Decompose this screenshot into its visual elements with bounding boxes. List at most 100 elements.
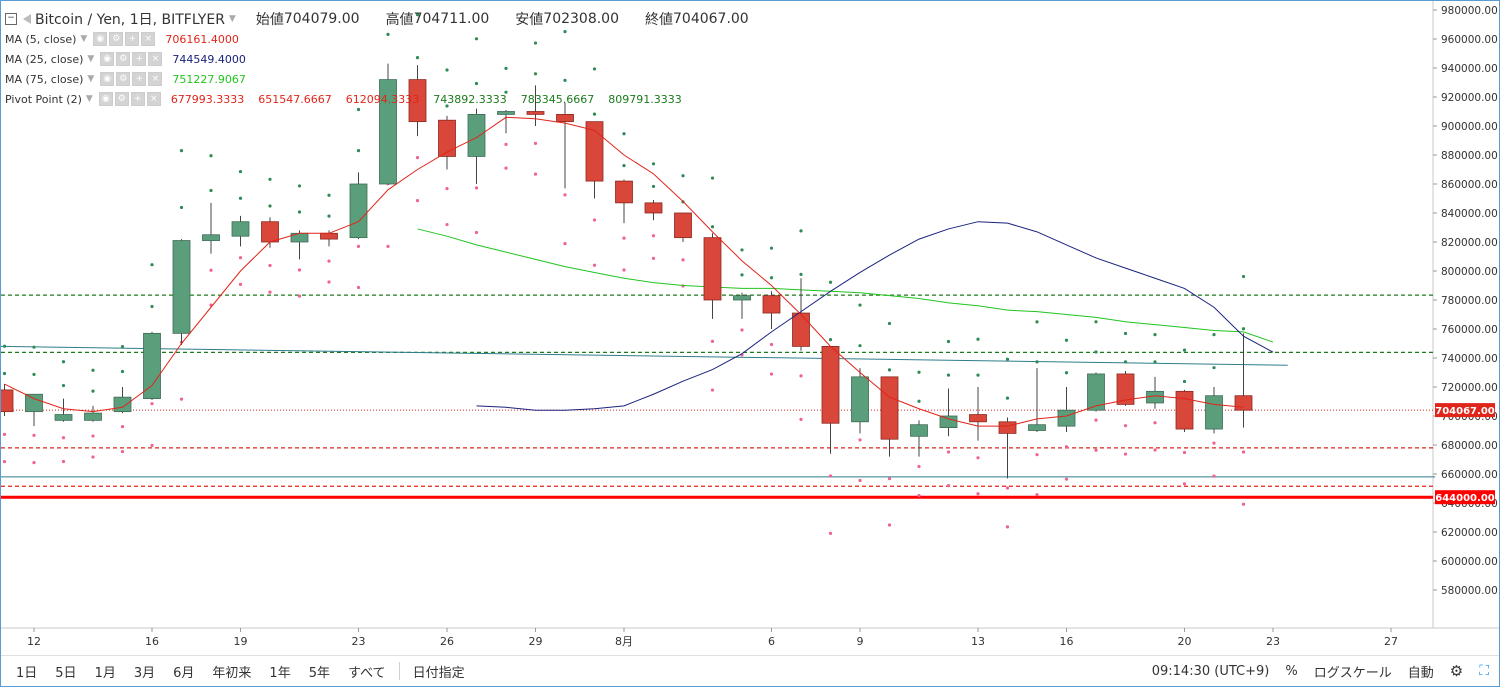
candle-body[interactable]	[821, 345, 840, 424]
candle-body[interactable]	[467, 114, 486, 157]
candle-body[interactable]	[1116, 373, 1135, 405]
date-range-button[interactable]: 日付指定	[412, 665, 465, 681]
timeframe-button[interactable]: すべて	[347, 665, 386, 681]
candle-body[interactable]	[615, 180, 633, 204]
pivot-dot-resistance	[179, 205, 184, 210]
indicator-name[interactable]: MA (5, close)	[5, 32, 77, 46]
indicator-name[interactable]: MA (25, close)	[5, 52, 84, 66]
pivot-dot-support	[769, 372, 774, 376]
candle-body[interactable]	[84, 412, 102, 421]
candle-body[interactable]	[349, 183, 368, 239]
candle-body[interactable]	[438, 119, 456, 157]
candle-body[interactable]	[880, 376, 899, 440]
eye-icon[interactable]: ◉	[100, 72, 115, 86]
flag-icon[interactable]	[23, 14, 31, 24]
candle-body[interactable]	[733, 295, 751, 301]
gear-icon[interactable]: ⚙	[1449, 662, 1464, 680]
indicator-row[interactable]: MA (25, close) ▼ ◉ ⚙ + × 744549.4000	[5, 49, 761, 69]
candle-body[interactable]	[1234, 395, 1253, 411]
timeframe-button[interactable]: 6月	[173, 665, 195, 681]
fullscreen-icon[interactable]: ⛶	[1479, 663, 1489, 679]
eye-icon[interactable]: ◉	[98, 92, 113, 106]
candle-body[interactable]	[261, 221, 279, 243]
timeframe-button[interactable]: 5日	[55, 665, 77, 681]
candle-body[interactable]	[998, 421, 1017, 434]
candle-body[interactable]	[202, 234, 220, 241]
timeframe-button[interactable]: 5年	[308, 665, 330, 681]
plus-icon[interactable]: +	[132, 52, 147, 66]
candle-body[interactable]	[910, 424, 928, 437]
auto-button[interactable]: 自動	[1407, 665, 1434, 681]
candle-body[interactable]	[1175, 390, 1194, 430]
gear-icon[interactable]: ⚙	[116, 72, 131, 86]
pivot-dot-support	[474, 186, 479, 190]
timeframe-button[interactable]: 1月	[94, 665, 116, 681]
pivot-dot-resistance	[32, 345, 36, 349]
candle-body[interactable]	[1146, 390, 1164, 404]
candle-body[interactable]	[379, 79, 397, 185]
pivot-dot-resistance	[327, 193, 331, 197]
candle-body[interactable]	[762, 295, 781, 314]
candle-body[interactable]	[703, 237, 722, 301]
percent-button[interactable]: %	[1285, 663, 1298, 679]
candle-body[interactable]	[231, 221, 250, 237]
gear-icon[interactable]: ⚙	[116, 52, 131, 66]
trend-line[interactable]	[1, 345, 1288, 366]
candle-body[interactable]	[674, 212, 692, 239]
plus-icon[interactable]: +	[125, 32, 140, 46]
candle-body[interactable]	[408, 79, 427, 123]
candle-body[interactable]	[644, 202, 663, 214]
candle-body[interactable]	[1028, 424, 1046, 431]
chevron-down-icon[interactable]: ▼	[228, 14, 236, 24]
candle-body[interactable]	[1205, 395, 1223, 430]
timeframe-button[interactable]: 3月	[133, 665, 156, 681]
close-icon[interactable]: ×	[141, 32, 156, 46]
price-label-bg	[1435, 490, 1495, 505]
gear-icon[interactable]: ⚙	[114, 92, 129, 106]
candle-body[interactable]	[526, 111, 545, 115]
candle-body[interactable]	[556, 114, 574, 123]
indicator-name[interactable]: Pivot Point (2)	[5, 92, 82, 106]
plus-icon[interactable]: +	[130, 92, 145, 106]
plus-icon[interactable]: +	[132, 72, 147, 86]
candle-body[interactable]	[172, 240, 191, 334]
gear-icon[interactable]: ⚙	[109, 32, 124, 46]
collapse-icon[interactable]: −	[5, 13, 17, 25]
price-axis[interactable]	[1433, 1, 1500, 655]
eye-icon[interactable]: ◉	[93, 32, 108, 46]
eye-icon[interactable]: ◉	[100, 52, 115, 66]
indicator-row[interactable]: MA (75, close) ▼ ◉ ⚙ + × 751227.9067	[5, 69, 761, 89]
candle-body[interactable]	[1087, 373, 1105, 411]
close-icon[interactable]: ×	[148, 72, 163, 86]
timeframe-button[interactable]: 1日	[16, 665, 38, 681]
candle-body[interactable]	[320, 232, 338, 240]
indicator-row[interactable]: Pivot Point (2) ▼ ◉ ⚙ + × 677993.3333 651547.66…	[5, 89, 761, 109]
timeframe-button[interactable]: 年初来	[212, 665, 252, 681]
chevron-down-icon[interactable]: ▼	[87, 54, 95, 64]
candle-body[interactable]	[497, 111, 515, 115]
candle-body[interactable]	[1057, 409, 1076, 427]
timeframe-button[interactable]: 1年	[269, 665, 291, 681]
pivot-dot-resistance	[445, 68, 449, 72]
log-scale-button[interactable]: ログスケール	[1313, 665, 1392, 681]
symbol-title[interactable]: Bitcoin / Yen, 1日, BITFLYER	[35, 12, 225, 28]
indicator-name[interactable]: MA (75, close)	[5, 72, 84, 86]
candle-body[interactable]	[792, 312, 810, 347]
close-icon[interactable]: ×	[146, 92, 161, 106]
chevron-down-icon[interactable]: ▼	[87, 74, 95, 84]
candle-body[interactable]	[113, 396, 132, 413]
candle-body[interactable]	[1, 389, 14, 413]
candle-body[interactable]	[851, 376, 869, 423]
candle-body[interactable]	[939, 415, 958, 429]
candle-body[interactable]	[969, 414, 987, 423]
close-icon[interactable]: ×	[148, 52, 163, 66]
candle-body[interactable]	[143, 332, 161, 400]
candle-body[interactable]	[54, 414, 73, 421]
chevron-down-icon[interactable]: ▼	[85, 94, 93, 104]
candle-body[interactable]	[585, 121, 604, 182]
chevron-down-icon[interactable]: ▼	[80, 34, 88, 44]
indicator-row[interactable]: MA (5, close) ▼ ◉ ⚙ + × 706161.4000	[5, 29, 761, 49]
candle-body[interactable]	[25, 393, 43, 413]
price-chart[interactable]: 580000.00600000.00620000.00640000.006600…	[1, 1, 1500, 655]
